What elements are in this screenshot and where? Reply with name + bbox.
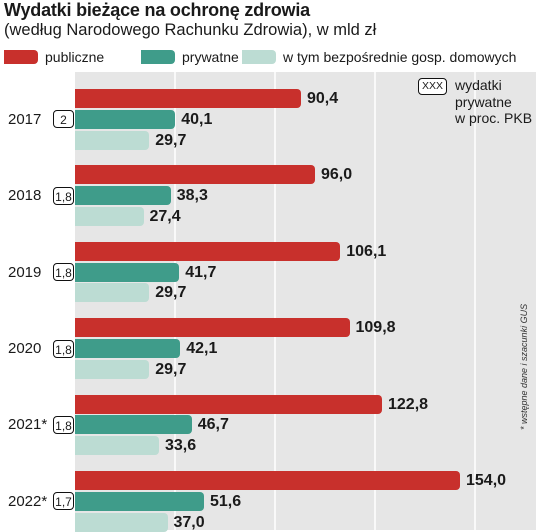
note-line: w proc. PKB — [455, 110, 533, 126]
bar — [75, 89, 301, 108]
private-share-box: 1,8 — [53, 415, 74, 434]
value-label: 106,1 — [346, 242, 387, 260]
value-label: 29,7 — [155, 284, 187, 302]
note-text: wydatki prywatne w proc. PKB — [455, 77, 532, 127]
bar — [75, 415, 192, 435]
bar — [75, 241, 341, 261]
value-label: 27,4 — [149, 208, 181, 225]
bar — [75, 109, 176, 129]
private-share-box: 1,8 — [53, 339, 74, 358]
value-label: 122,8 — [388, 395, 429, 413]
bar — [75, 318, 350, 338]
legend-label-bezposrednie: w tym bezpośrednie gosp. domowych — [283, 49, 517, 65]
value-label: 41,7 — [185, 263, 217, 281]
bar — [75, 207, 144, 226]
private-share-box: 1,7 — [53, 492, 74, 511]
note-line: prywatne — [455, 93, 512, 110]
bar — [75, 339, 181, 358]
bar — [75, 436, 159, 456]
value-label: 37,0 — [173, 513, 205, 531]
note-line: wydatki — [455, 77, 502, 93]
source-note: * wstępne dane i szacunki GUS — [519, 303, 529, 430]
bar — [75, 394, 382, 414]
year-label: 2021* — [8, 416, 48, 434]
bar — [75, 491, 204, 511]
bar — [75, 471, 460, 490]
private-share-box: 1,8 — [53, 263, 74, 282]
value-label: 33,6 — [165, 437, 197, 455]
legend-label-prywatne: prywatne — [182, 49, 239, 65]
bar — [75, 283, 150, 303]
value-label: 51,6 — [210, 492, 242, 510]
chart-subtitle: (według Narodowego Rachunku Zdrowia), w … — [4, 21, 377, 39]
year-label: 2018 — [8, 187, 42, 205]
private-share-box: 1,8 — [53, 186, 74, 205]
value-label: 154,0 — [466, 472, 507, 489]
value-label: 29,7 — [155, 131, 187, 149]
bar — [75, 359, 150, 379]
legend-item-prywatne: prywatne — [141, 49, 239, 65]
bar — [75, 130, 150, 150]
bar — [75, 186, 171, 206]
legend-item-bezposrednie: w tym bezpośrednie gosp. domowych — [242, 49, 516, 65]
bar — [75, 165, 315, 185]
value-label: 42,1 — [186, 340, 218, 357]
year-label: 2020 — [8, 340, 42, 357]
gridlines — [174, 72, 476, 530]
value-label: 109,8 — [355, 319, 396, 337]
legend-label-publiczne: publiczne — [45, 49, 105, 65]
legend-item-publiczne: publiczne — [4, 49, 104, 65]
value-label: 46,7 — [197, 416, 229, 434]
legend-swatch-prywatne — [141, 50, 175, 64]
chart-title: Wydatki bieżące na ochronę zdrowia — [4, 0, 310, 20]
bar — [75, 512, 168, 532]
legend-swatch-bezposrednie — [242, 50, 276, 64]
year-label: 2022* — [8, 492, 48, 510]
year-label: 2017 — [8, 110, 42, 128]
year-label: 2019 — [8, 263, 42, 281]
value-label: 40,1 — [181, 110, 213, 128]
value-label: 96,0 — [321, 166, 353, 184]
legend-swatch-publiczne — [4, 50, 38, 64]
value-label: 38,3 — [176, 187, 208, 205]
value-label: 29,7 — [155, 360, 187, 378]
bar — [75, 262, 180, 282]
value-label: 90,4 — [307, 90, 339, 107]
private-share-box: 2 — [53, 110, 74, 129]
note-key-box: XXX — [418, 78, 447, 95]
